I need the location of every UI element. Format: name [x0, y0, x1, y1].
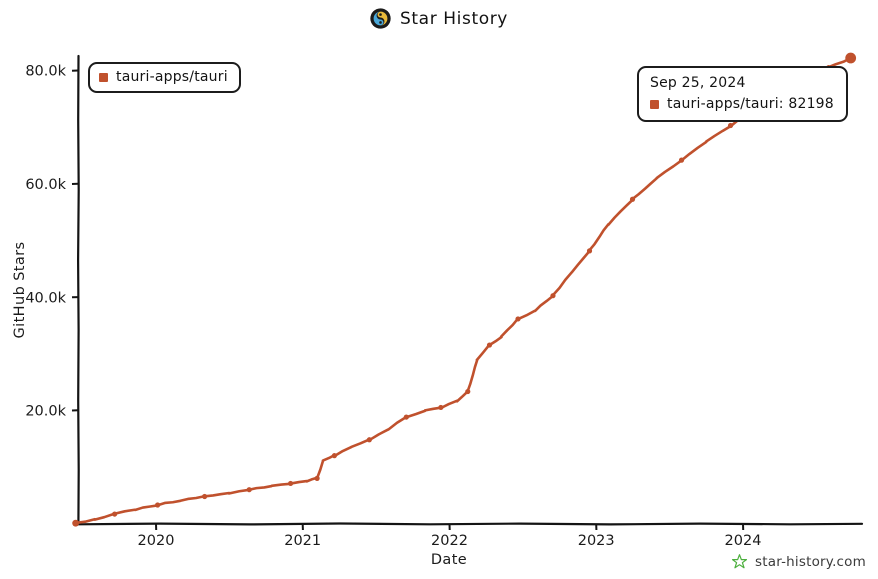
data-point-marker[interactable] — [366, 437, 372, 443]
x-tick-label: 2023 — [578, 533, 615, 549]
x-axis-line — [76, 522, 864, 526]
y-tick-label: 60.0k — [25, 177, 66, 193]
data-point-marker[interactable] — [288, 480, 294, 487]
y-tick-label: 20.0k — [25, 404, 66, 420]
data-point-marker[interactable] — [403, 414, 409, 420]
data-point-marker[interactable] — [678, 157, 685, 163]
page-title: Star History — [400, 8, 508, 29]
series-line — [74, 56, 852, 525]
y-tick-label: 40.0k — [25, 290, 66, 306]
data-point-tooltip: Sep 25, 2024 tauri-apps/tauri: 82198 — [637, 66, 848, 122]
data-series-layer — [72, 52, 857, 527]
tooltip-date: Sep 25, 2024 — [650, 75, 746, 91]
y-axis-ticks — [71, 69, 79, 412]
site-watermark[interactable]: star-history.com — [731, 553, 866, 570]
data-point-marker[interactable] — [586, 248, 593, 254]
data-point-marker[interactable] — [515, 316, 521, 322]
chart-legend[interactable]: tauri-apps/tauri — [88, 62, 241, 93]
data-point-marker[interactable] — [202, 493, 208, 500]
y-axis-title: GitHub Stars — [12, 242, 28, 339]
x-tick-label: 2021 — [284, 533, 321, 549]
series-end-marker[interactable] — [845, 52, 857, 64]
data-point-marker[interactable] — [727, 122, 734, 129]
y-tick-label: 80.0k — [25, 64, 66, 80]
legend-item-label: tauri-apps/tauri — [116, 69, 228, 85]
x-tick-label: 2020 — [138, 533, 175, 549]
data-point-marker[interactable] — [486, 342, 493, 348]
data-point-marker[interactable] — [465, 388, 471, 395]
data-point-marker[interactable] — [438, 404, 444, 411]
data-point-marker[interactable] — [246, 487, 252, 493]
x-tick-label: 2022 — [431, 533, 468, 549]
x-axis-ticks — [155, 523, 745, 531]
star-history-logo-icon — [370, 8, 391, 29]
data-point-marker[interactable] — [314, 475, 320, 481]
tooltip-series-value: tauri-apps/tauri: 82198 — [667, 96, 834, 112]
series-start-marker[interactable] — [72, 519, 80, 527]
y-axis-tick-labels: 20.0k 40.0k 60.0k 80.0k — [25, 64, 66, 420]
x-axis-tick-labels: 2020 2021 2022 2023 2024 — [138, 533, 762, 549]
data-point-marker[interactable] — [629, 196, 636, 202]
watermark-label: star-history.com — [755, 553, 866, 570]
y-axis-line — [76, 54, 80, 526]
x-axis-title: Date — [431, 552, 467, 568]
data-point-marker[interactable] — [112, 511, 118, 517]
green-star-icon — [731, 554, 748, 569]
data-point-marker[interactable] — [550, 293, 556, 299]
x-tick-label: 2024 — [725, 533, 762, 549]
data-point-marker[interactable] — [331, 453, 337, 459]
data-point-marker[interactable] — [155, 502, 161, 508]
legend-swatch-icon — [99, 72, 108, 82]
tooltip-swatch-icon — [650, 99, 659, 109]
chart-title-block: Star History — [0, 8, 878, 29]
tooltip-series-row: tauri-apps/tauri: 82198 — [650, 96, 834, 112]
